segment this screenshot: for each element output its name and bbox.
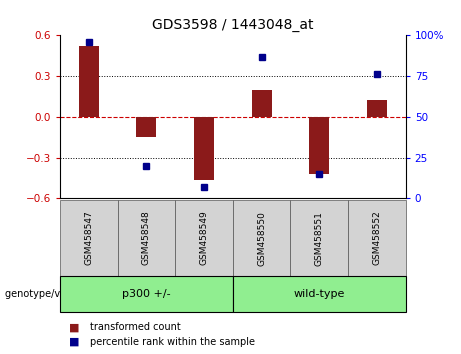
Text: GSM458552: GSM458552 bbox=[372, 211, 381, 266]
Text: GSM458548: GSM458548 bbox=[142, 211, 151, 266]
Bar bbox=[252, 90, 272, 117]
Bar bbox=[194, 117, 214, 180]
Bar bbox=[79, 46, 99, 117]
Text: GSM458551: GSM458551 bbox=[315, 211, 324, 266]
Text: GSM458550: GSM458550 bbox=[257, 211, 266, 266]
Bar bbox=[136, 117, 156, 137]
Text: wild-type: wild-type bbox=[294, 289, 345, 299]
Text: p300 +/-: p300 +/- bbox=[122, 289, 171, 299]
Bar bbox=[309, 117, 329, 174]
Text: ■: ■ bbox=[69, 337, 80, 347]
Title: GDS3598 / 1443048_at: GDS3598 / 1443048_at bbox=[152, 18, 313, 32]
Text: transformed count: transformed count bbox=[90, 322, 181, 332]
Text: genotype/variation ▶: genotype/variation ▶ bbox=[5, 289, 108, 299]
Text: GSM458547: GSM458547 bbox=[84, 211, 93, 266]
Text: ■: ■ bbox=[69, 322, 80, 332]
Text: percentile rank within the sample: percentile rank within the sample bbox=[90, 337, 255, 347]
Bar bbox=[367, 100, 387, 117]
Text: GSM458549: GSM458549 bbox=[200, 211, 208, 266]
